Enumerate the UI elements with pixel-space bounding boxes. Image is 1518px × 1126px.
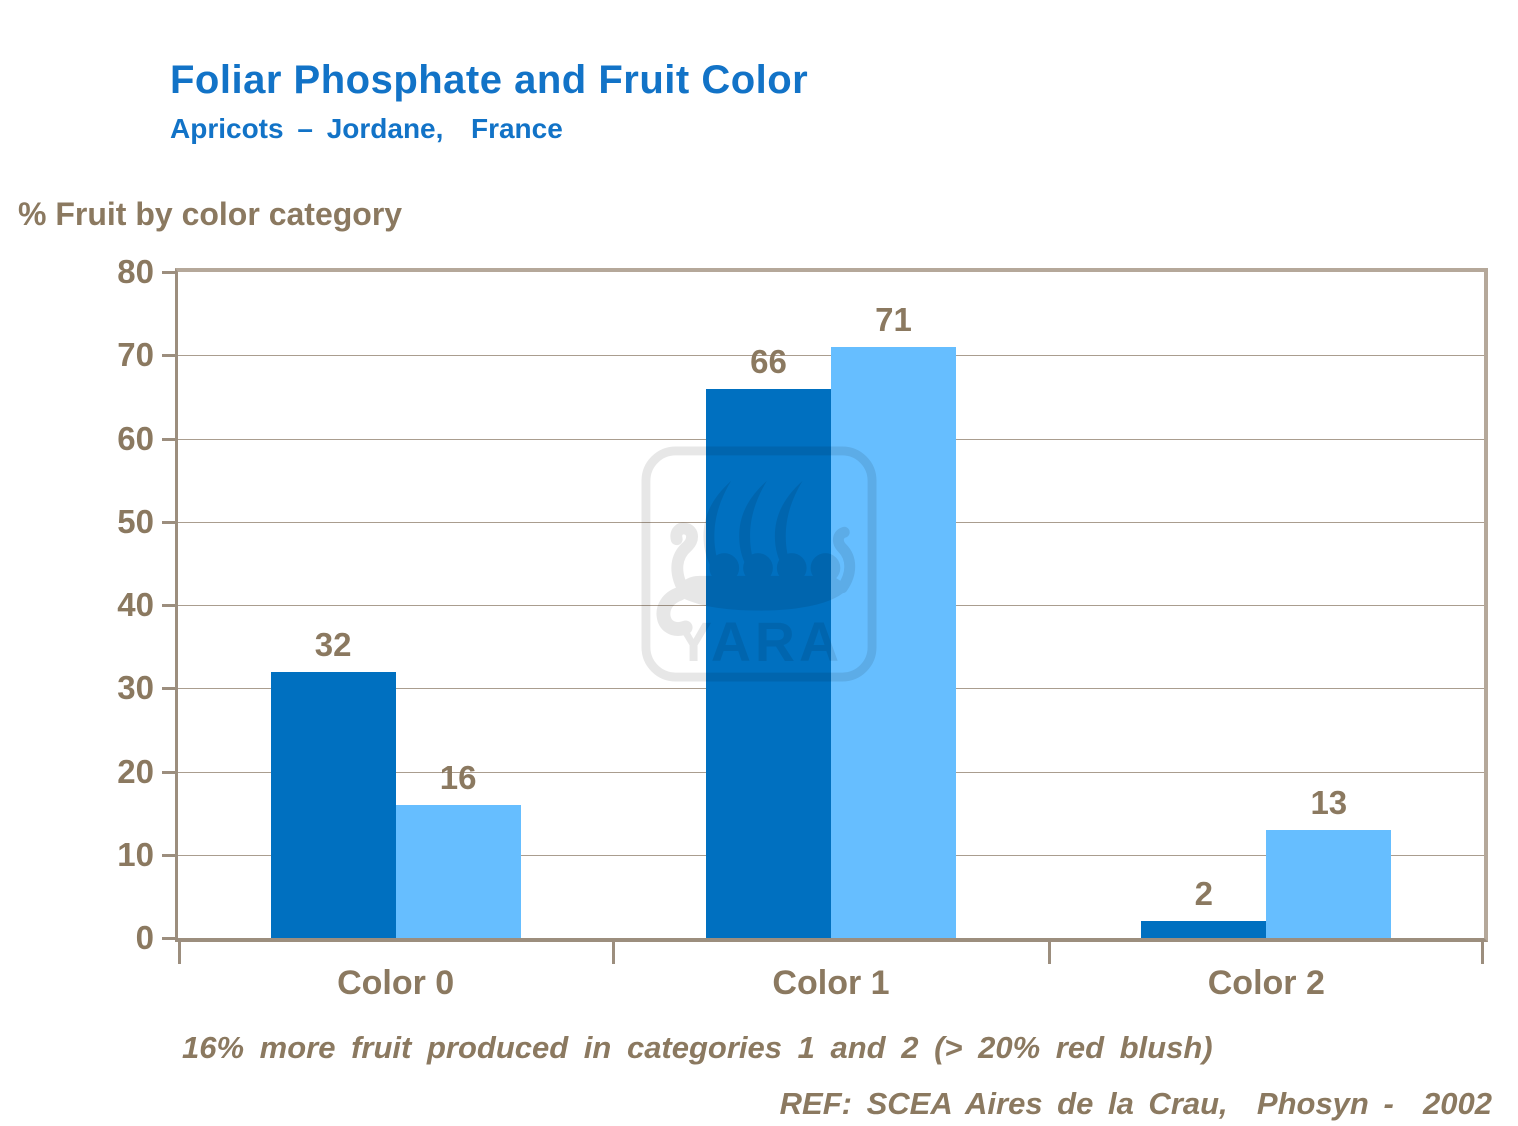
category-group: 32 16 xyxy=(178,272,613,938)
bar-dark-blue-series-2: 2 xyxy=(1141,875,1267,938)
bar-dark-blue-series-0: 32 xyxy=(270,626,396,938)
bar-value-label: 2 xyxy=(1194,875,1213,913)
bars-container: 32 16 66 71 2 13 xyxy=(178,272,1484,938)
x-axis-category-label: Color 2 xyxy=(1207,964,1325,1002)
y-axis-tick xyxy=(162,687,175,691)
bar-value-label: 66 xyxy=(750,342,787,380)
chart-subtitle: Apricots – Jordane, France xyxy=(170,113,563,144)
category-group: 66 71 xyxy=(613,272,1048,938)
y-axis-tick xyxy=(162,770,175,774)
x-axis-tick xyxy=(612,938,615,964)
y-axis-tick xyxy=(162,604,175,607)
x-axis-category-label: Color 1 xyxy=(772,964,890,1002)
y-axis-tick-label: 10 xyxy=(117,835,154,873)
bar-light-blue-series-0: 16 xyxy=(395,759,521,938)
x-axis-category-label: Color 0 xyxy=(337,964,455,1002)
y-axis-tick xyxy=(162,937,175,940)
x-axis-tick xyxy=(178,938,181,964)
bar-value-label: 71 xyxy=(875,300,912,338)
y-axis-tick xyxy=(162,354,175,358)
bar-light-blue-series-2: 13 xyxy=(1266,784,1392,938)
y-axis-tick-label: 70 xyxy=(117,336,154,374)
x-axis-tick xyxy=(1048,938,1051,964)
y-axis-tick xyxy=(162,520,175,524)
y-axis-tick xyxy=(162,853,175,857)
footnote-annotation: 16% more fruit produced in categories 1 … xyxy=(182,1030,1213,1065)
y-axis-title: % Fruit by color category xyxy=(18,196,403,232)
bar-value-label: 16 xyxy=(439,758,477,796)
y-axis-tick-label: 30 xyxy=(117,669,154,707)
bar-light-blue-series-1: 71 xyxy=(830,301,956,938)
y-axis-tick xyxy=(162,271,175,274)
category-group: 2 13 xyxy=(1049,272,1484,938)
y-axis-tick-label: 50 xyxy=(117,502,154,540)
bar-value-label: 13 xyxy=(1310,783,1348,821)
y-axis-tick-label: 0 xyxy=(135,919,154,956)
bar-dark-blue-series-1: 66 xyxy=(705,343,831,938)
reference-text: REF: SCEA Aires de la Crau, Phosyn - 200… xyxy=(779,1086,1492,1121)
y-axis-tick-label: 80 xyxy=(117,253,154,290)
y-axis-tick xyxy=(162,437,175,441)
x-axis-tick xyxy=(1481,938,1484,964)
chart-title: Foliar Phosphate and Fruit Color xyxy=(170,58,809,102)
y-axis-tick-label: 20 xyxy=(117,752,154,790)
bar-value-label: 32 xyxy=(314,625,352,663)
y-axis-tick-label: 60 xyxy=(117,419,154,457)
y-axis-tick-label: 40 xyxy=(117,586,154,623)
